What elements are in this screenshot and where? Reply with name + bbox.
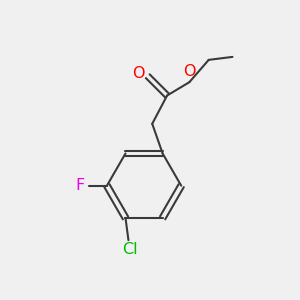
Text: O: O — [183, 64, 196, 79]
Text: O: O — [132, 66, 145, 81]
Text: Cl: Cl — [122, 242, 138, 256]
Text: F: F — [75, 178, 84, 193]
